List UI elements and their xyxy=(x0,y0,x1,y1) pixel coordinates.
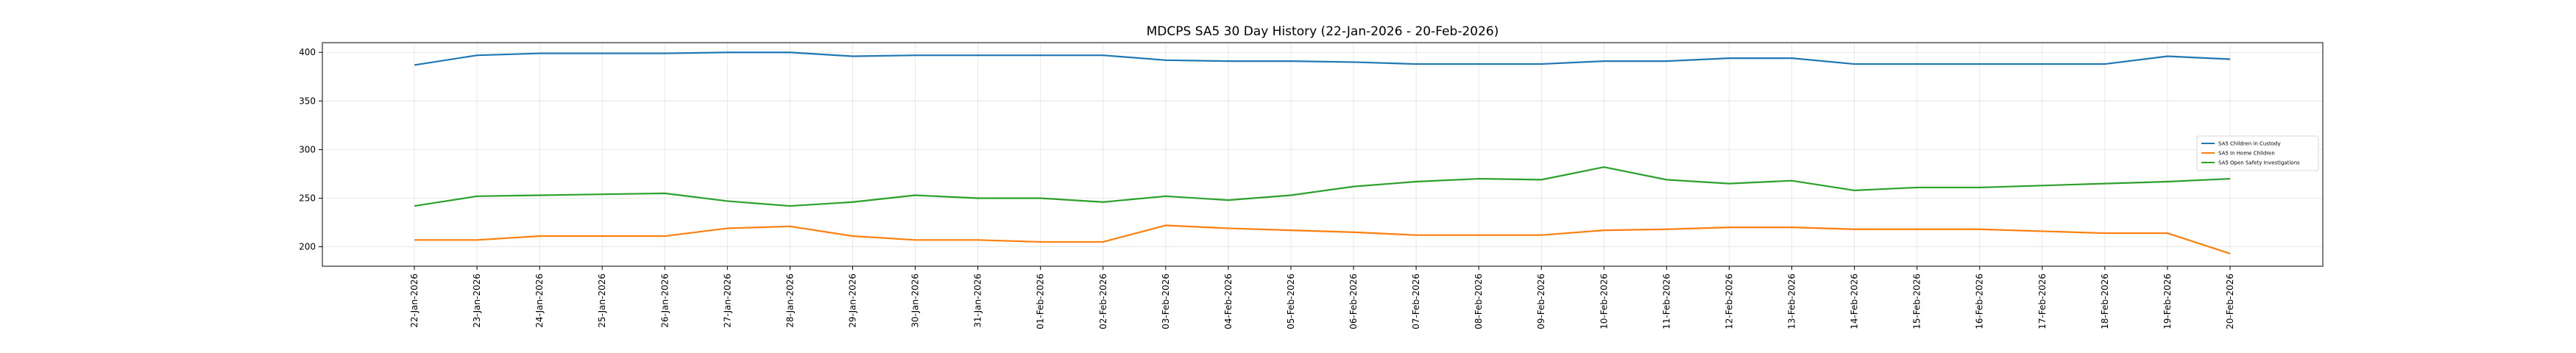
x-tick-label: 24-Jan-2026 xyxy=(534,274,545,328)
x-tick-label: 10-Feb-2026 xyxy=(1599,274,1609,329)
y-axis: 200 250 300 350 400 xyxy=(299,47,322,252)
series-layer xyxy=(414,51,2231,254)
y-tick-label: 350 xyxy=(299,96,316,106)
x-tick-label: 19-Feb-2026 xyxy=(2162,274,2173,329)
x-tick-label: 31-Jan-2026 xyxy=(973,274,983,328)
legend-label: SA5 In Home Children xyxy=(2218,151,2275,157)
legend-label: SA5 Children in Custody xyxy=(2218,141,2281,147)
legend-box xyxy=(2196,135,2319,171)
x-tick-label: 13-Feb-2026 xyxy=(1787,274,1797,329)
x-tick-label: 11-Feb-2026 xyxy=(1661,274,1671,329)
x-tick-label: 02-Feb-2026 xyxy=(1098,274,1108,329)
x-tick-label: 06-Feb-2026 xyxy=(1348,274,1359,329)
series-line-0 xyxy=(414,51,2231,66)
x-tick-label: 03-Feb-2026 xyxy=(1161,274,1171,329)
x-tick-label: 07-Feb-2026 xyxy=(1411,274,1421,329)
grid-layer xyxy=(322,43,2323,266)
plot-frame xyxy=(322,42,2324,267)
x-axis: 22-Jan-2026 23-Jan-2026 24-Jan-2026 25-Jan-… xyxy=(409,266,2235,329)
x-tick-label: 04-Feb-2026 xyxy=(1223,274,1234,329)
y-tick-label: 400 xyxy=(299,47,316,57)
series-line-1 xyxy=(414,224,2231,254)
y-tick-label: 250 xyxy=(299,193,316,203)
x-tick-label: 27-Jan-2026 xyxy=(722,274,732,328)
series-line-2 xyxy=(414,166,2231,207)
x-tick-label: 30-Jan-2026 xyxy=(910,274,921,328)
x-tick-label: 20-Feb-2026 xyxy=(2225,274,2235,329)
x-tick-label: 15-Feb-2026 xyxy=(1912,274,1922,329)
chart-title: MDCPS SA5 30 Day History (22-Jan-2026 - … xyxy=(1147,24,1499,39)
x-tick-label: 12-Feb-2026 xyxy=(1724,274,1734,329)
legend-label: SA5 Open Safety Investigations xyxy=(2218,160,2300,166)
x-tick-label: 29-Jan-2026 xyxy=(847,274,857,328)
x-tick-label: 23-Jan-2026 xyxy=(472,274,482,328)
x-tick-label: 18-Feb-2026 xyxy=(2100,274,2110,329)
y-tick-label: 200 xyxy=(299,242,316,252)
x-tick-label: 05-Feb-2026 xyxy=(1286,274,1296,329)
y-tick-label: 300 xyxy=(299,144,316,154)
x-tick-label: 17-Feb-2026 xyxy=(2037,274,2048,329)
x-tick-label: 16-Feb-2026 xyxy=(1975,274,1985,329)
x-tick-label: 26-Jan-2026 xyxy=(659,274,670,328)
x-tick-label: 14-Feb-2026 xyxy=(1850,274,1860,329)
x-tick-label: 01-Feb-2026 xyxy=(1036,274,1046,329)
x-tick-label: 22-Jan-2026 xyxy=(409,274,420,328)
x-tick-label: 08-Feb-2026 xyxy=(1473,274,1484,329)
x-tick-label: 28-Jan-2026 xyxy=(785,274,795,328)
x-tick-label: 25-Jan-2026 xyxy=(597,274,607,328)
legend: SA5 Children in Custody SA5 In Home Child… xyxy=(2196,135,2319,171)
x-tick-label: 09-Feb-2026 xyxy=(1536,274,1546,329)
